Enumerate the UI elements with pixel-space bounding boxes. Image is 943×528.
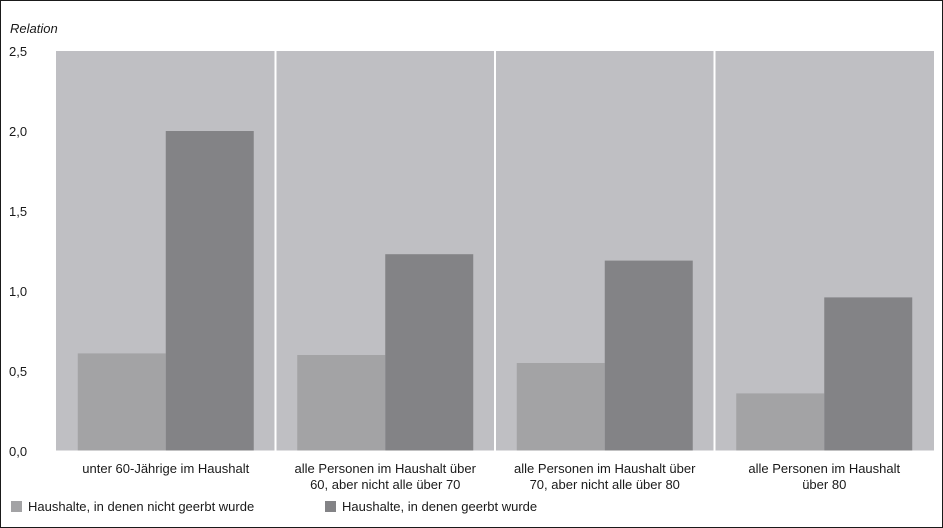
category-label: unter 60-Jährige im Haushalt xyxy=(82,461,249,476)
bar-not-inherited-4 xyxy=(736,393,825,451)
y-tick-label: 2,0 xyxy=(9,124,27,139)
legend: Haushalte, in denen nicht geerbt wurde Ha… xyxy=(11,499,537,514)
y-tick-label: 0,0 xyxy=(9,444,27,459)
legend-swatch xyxy=(11,501,22,512)
bar-inherited-1 xyxy=(165,131,254,451)
bar-inherited-3 xyxy=(604,260,693,451)
legend-label: Haushalte, in denen geerbt wurde xyxy=(342,499,537,514)
y-axis-ticks: 0,0 0,5 1,0 1,5 2,0 2,5 xyxy=(9,44,27,459)
bar-not-inherited-3 xyxy=(516,363,605,451)
y-tick-label: 1,5 xyxy=(9,204,27,219)
bar-not-inherited-2 xyxy=(297,355,386,451)
x-axis-categories: unter 60-Jährige im Haushalt alle Persone… xyxy=(82,461,900,492)
y-axis-label: Relation xyxy=(10,21,58,36)
legend-label: Haushalte, in denen nicht geerbt wurde xyxy=(28,499,254,514)
bar-inherited-2 xyxy=(385,254,474,451)
y-tick-label: 0,5 xyxy=(9,364,27,379)
bar-inherited-4 xyxy=(824,297,913,451)
category-label: alle Personen im Haushalt über 70, aber n… xyxy=(514,461,696,492)
legend-swatch xyxy=(325,501,336,512)
y-tick-label: 1,0 xyxy=(9,284,27,299)
plot-area xyxy=(56,51,934,452)
category-label: alle Personen im Haushalt über 60, aber n… xyxy=(295,461,477,492)
category-label: alle Personen im Haushalt über 80 xyxy=(748,461,900,492)
y-tick-label: 2,5 xyxy=(9,44,27,59)
bar-not-inherited-1 xyxy=(77,353,166,451)
